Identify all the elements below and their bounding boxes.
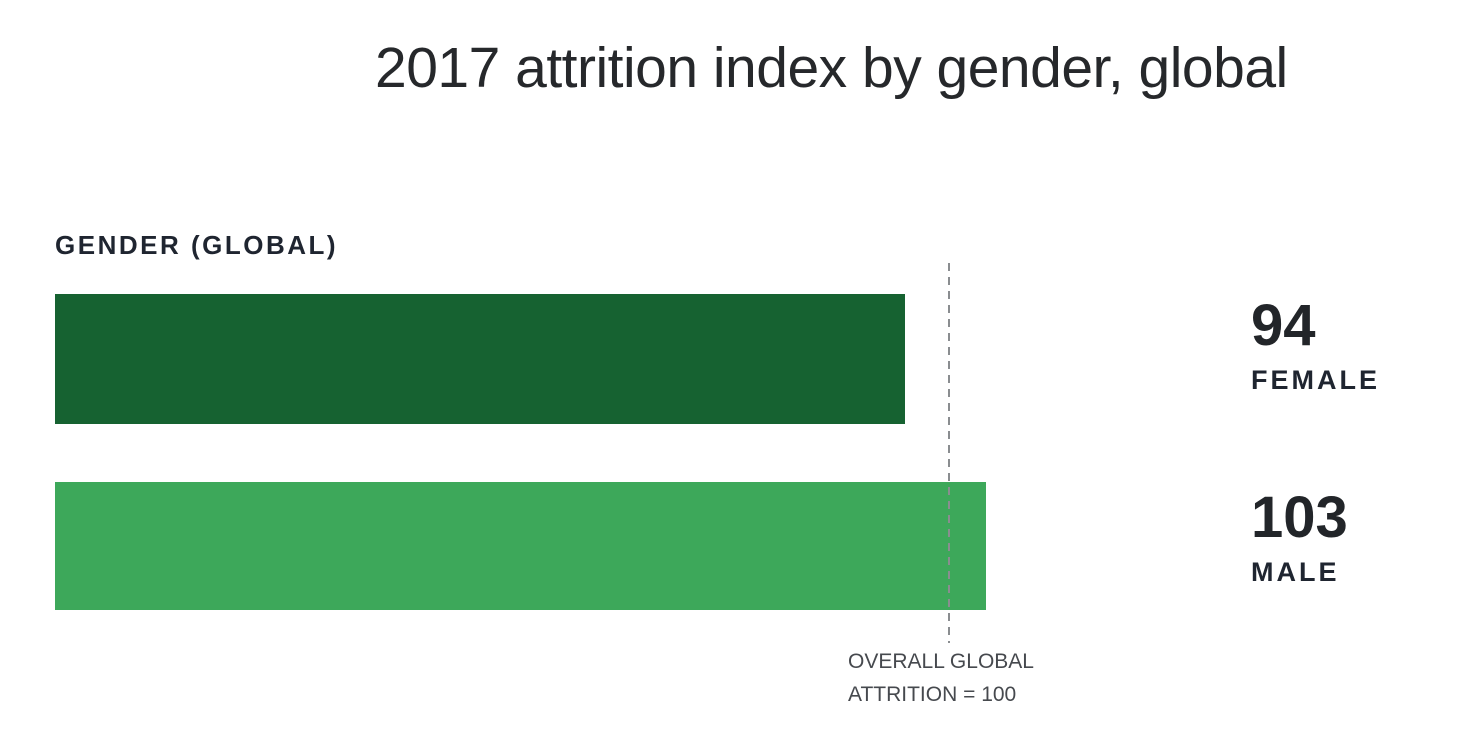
bar-male	[55, 482, 987, 610]
value-male: 103	[1251, 485, 1348, 550]
bar-female	[55, 294, 905, 424]
annotation-line-1: OVERALL GLOBAL	[848, 650, 1034, 673]
reference-line	[948, 263, 950, 643]
value-female: 94	[1251, 293, 1316, 358]
category-label-female: FEMALE	[1251, 365, 1380, 395]
annotation-line-2: ATTRITION = 100	[848, 683, 1017, 706]
reference-line-annotation: OVERALL GLOBAL ATTRITION = 100	[848, 645, 1034, 711]
axis-group-label: GENDER (GLOBAL)	[55, 230, 339, 260]
value-block-male: 103 MALE	[1251, 489, 1348, 586]
value-block-female: 94 FEMALE	[1251, 297, 1380, 394]
chart-title: 2017 attrition index by gender, global	[375, 36, 1288, 100]
category-label-male: MALE	[1251, 557, 1340, 587]
